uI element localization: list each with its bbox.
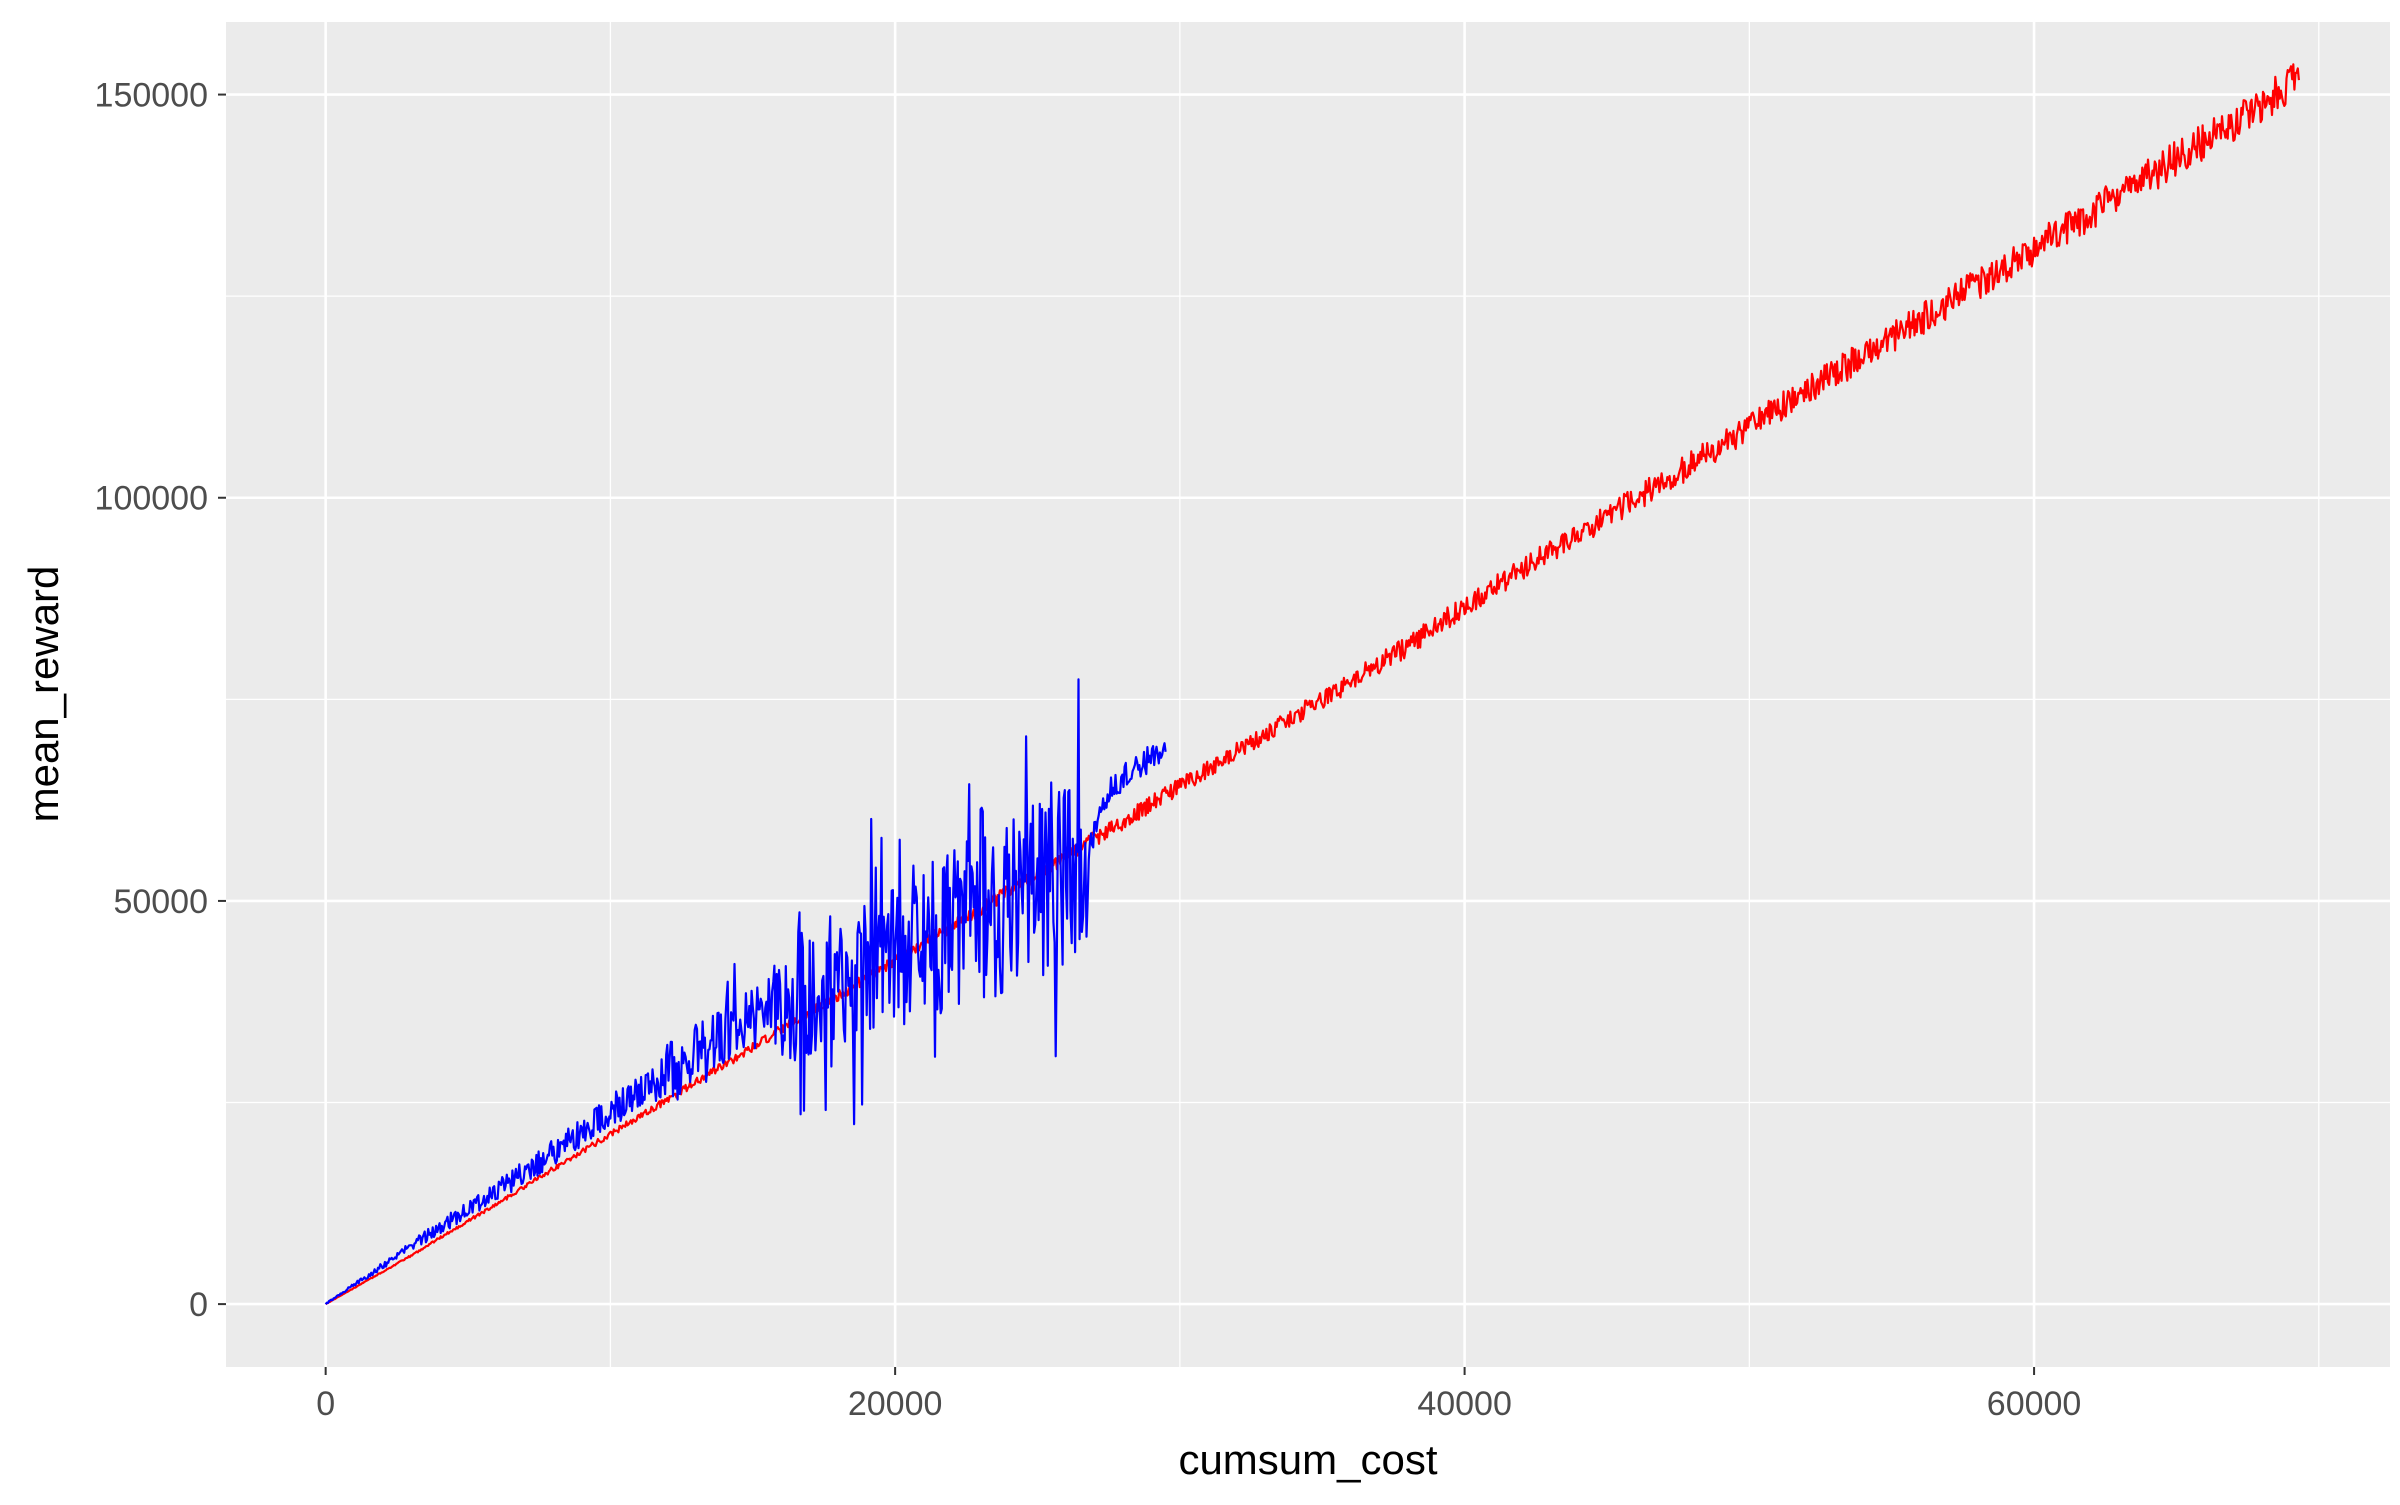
minor-gridlines <box>226 22 2390 1367</box>
y-tick-label: 50000 <box>113 883 208 921</box>
x-tick-label: 40000 <box>1417 1385 1512 1423</box>
x-tick-label: 20000 <box>848 1385 943 1423</box>
x-tick-label: 60000 <box>1987 1385 2082 1423</box>
tick-labels: 0 20000 40000 60000 0 50000 100000 150000 <box>95 77 2082 1423</box>
series-line-1 <box>325 63 2300 1306</box>
x-axis-title: cumsum_cost <box>1178 1436 1437 1483</box>
y-tick-label: 100000 <box>95 480 208 518</box>
y-axis-title: mean_reward <box>20 566 67 823</box>
series-layer <box>324 63 2300 1306</box>
series-line-2 <box>324 678 1167 1305</box>
x-tick-label: 0 <box>316 1385 335 1423</box>
y-tick-label: 150000 <box>95 77 208 115</box>
axis-ticks <box>218 93 2036 1375</box>
major-gridlines <box>226 22 2390 1367</box>
y-tick-label: 0 <box>189 1286 208 1324</box>
plot-panel <box>226 22 2390 1367</box>
